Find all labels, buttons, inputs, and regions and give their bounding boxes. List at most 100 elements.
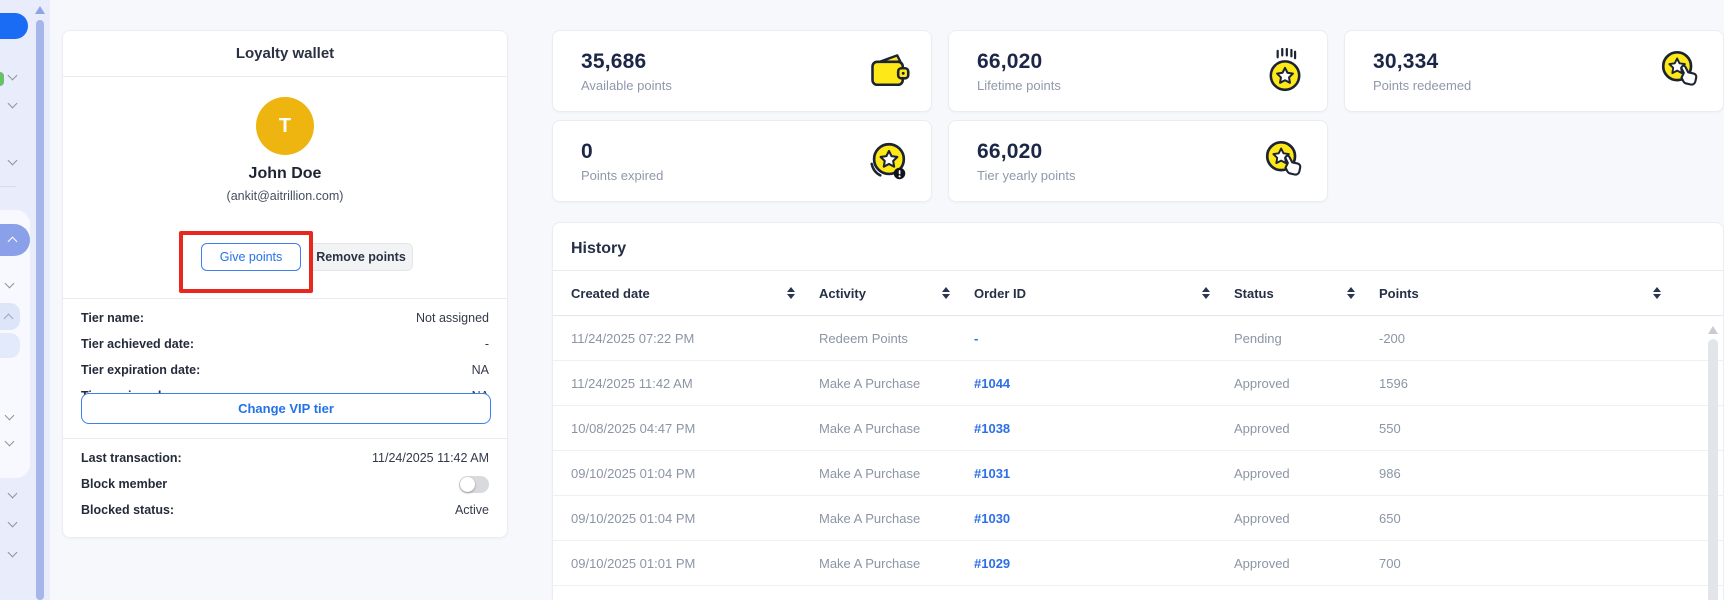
order-id-link[interactable]: #1030 xyxy=(974,510,1011,526)
table-row: 10/08/2025 04:47 PM Make A Purchase #103… xyxy=(553,406,1723,451)
history-title: History xyxy=(553,223,1723,271)
remove-points-button[interactable]: Remove points xyxy=(309,243,413,271)
cell-status: Approved xyxy=(1234,510,1290,526)
stats-grid: 35,686 Available points 66,020 Lifetime … xyxy=(552,30,1724,202)
stat-label: Tier yearly points xyxy=(977,167,1076,183)
sidebar-subitem[interactable] xyxy=(0,303,20,330)
cell-created-date: 11/24/2025 07:22 PM xyxy=(571,330,695,346)
cell-activity: Make A Purchase xyxy=(819,465,921,481)
cell-created-date: 09/10/2025 01:04 PM xyxy=(571,510,696,526)
column-label: Activity xyxy=(819,285,866,301)
give-points-button[interactable]: Give points xyxy=(201,243,301,271)
blocked-status-value: Active xyxy=(454,503,489,517)
table-scrollbar[interactable] xyxy=(1708,326,1718,600)
stat-card-available-points: 35,686 Available points xyxy=(552,30,932,112)
sidebar-subitem[interactable] xyxy=(0,333,20,358)
cell-status: Approved xyxy=(1234,375,1290,391)
customer-email: (ankit@aitrillion.com) xyxy=(226,189,344,203)
stat-value: 66,020 xyxy=(977,139,1043,163)
click-star-coin-icon xyxy=(1261,138,1307,184)
change-vip-tier-button[interactable]: Change VIP tier xyxy=(81,393,491,424)
cell-status: Approved xyxy=(1234,465,1290,481)
table-row: 11/24/2025 11:42 AM Make A Purchase #104… xyxy=(553,361,1723,406)
stat-value: 30,334 xyxy=(1373,49,1439,73)
tier-name-row: Tier name: Not assigned xyxy=(81,305,489,331)
cell-activity: Make A Purchase xyxy=(819,420,921,436)
sidebar-active-item[interactable] xyxy=(0,224,30,256)
sidebar-toggle-pill[interactable] xyxy=(0,13,28,39)
sort-icon[interactable] xyxy=(942,287,950,299)
scrollbar-up-arrow[interactable] xyxy=(1708,326,1718,334)
scrollbar-thumb[interactable] xyxy=(1708,339,1718,600)
chevron-down-icon[interactable] xyxy=(7,547,18,558)
order-id-link[interactable]: #1031 xyxy=(974,465,1011,481)
cell-points: -200 xyxy=(1379,330,1406,346)
expired-star-coin-icon xyxy=(865,138,911,184)
cell-status: Pending xyxy=(1234,330,1282,346)
tier-expiration-value: NA xyxy=(471,363,489,377)
column-header-order-id[interactable]: Order ID xyxy=(974,286,1234,301)
block-member-label: Block member xyxy=(81,477,168,491)
falling-star-coin-icon xyxy=(1263,48,1307,94)
cell-points: 986 xyxy=(1379,465,1401,481)
column-header-activity[interactable]: Activity xyxy=(819,286,974,301)
cell-points: 700 xyxy=(1379,555,1401,571)
member-status-section: Last transaction: 11/24/2025 11:42 AM Bl… xyxy=(63,445,507,523)
cell-status: Approved xyxy=(1234,420,1290,436)
table-row: 09/10/2025 01:01 PM Make A Purchase #102… xyxy=(553,541,1723,586)
stat-label: Lifetime points xyxy=(977,77,1061,93)
order-id-link[interactable]: - xyxy=(974,330,979,346)
sort-icon[interactable] xyxy=(1653,287,1661,299)
column-label: Created date xyxy=(571,285,650,301)
toggle-knob xyxy=(460,476,475,492)
stat-label: Points redeemed xyxy=(1373,77,1472,93)
chevron-up-icon xyxy=(3,313,14,324)
column-header-points[interactable]: Points xyxy=(1379,286,1685,301)
column-label: Points xyxy=(1379,285,1419,301)
column-header-status[interactable]: Status xyxy=(1234,286,1379,301)
column-header-created-date[interactable]: Created date xyxy=(571,286,819,301)
tier-name-label: Tier name: xyxy=(81,311,144,325)
tier-achieved-value: - xyxy=(484,337,489,351)
chevron-up-icon xyxy=(7,236,18,247)
wallet-icon xyxy=(867,49,911,93)
block-member-toggle[interactable] xyxy=(459,475,489,493)
table-row: 09/10/2025 01:04 PM Make A Purchase #103… xyxy=(553,496,1723,541)
last-transaction-value: 11/24/2025 11:42 AM xyxy=(372,451,489,465)
chevron-down-icon[interactable] xyxy=(7,155,18,166)
history-card: History Created date Activity Order ID S… xyxy=(552,222,1724,600)
stat-value: 66,020 xyxy=(977,49,1043,73)
chevron-down-icon[interactable] xyxy=(7,517,18,528)
sidebar-nav xyxy=(0,0,50,600)
cell-points: 1596 xyxy=(1379,375,1408,391)
order-id-link[interactable]: #1044 xyxy=(974,375,1011,391)
sort-icon[interactable] xyxy=(1202,287,1210,299)
cell-activity: Redeem Points xyxy=(819,330,908,346)
customer-name: John Doe xyxy=(248,165,322,182)
tier-expiration-label: Tier expiration date: xyxy=(81,363,201,377)
cell-points: 550 xyxy=(1379,420,1401,436)
avatar: T xyxy=(256,97,314,155)
tier-name-value: Not assigned xyxy=(416,311,489,325)
sidebar-scrollbar[interactable] xyxy=(36,20,44,600)
sort-icon[interactable] xyxy=(787,287,795,299)
column-label: Status xyxy=(1234,285,1274,301)
sort-icon[interactable] xyxy=(1347,287,1355,299)
click-star-coin-icon xyxy=(1657,48,1703,94)
last-transaction-label: Last transaction: xyxy=(81,451,182,465)
block-member-row: Block member xyxy=(81,471,489,497)
sidebar-status-indicator xyxy=(0,72,4,86)
stat-card-points-redeemed: 30,334 Points redeemed xyxy=(1344,30,1724,112)
blocked-status-row: Blocked status: Active xyxy=(81,497,489,523)
scrollbar-up-arrow[interactable] xyxy=(35,6,45,14)
chevron-down-icon[interactable] xyxy=(7,98,18,109)
stat-value: 35,686 xyxy=(581,49,647,73)
stat-card-points-expired: 0 Points expired xyxy=(552,120,932,202)
chevron-down-icon[interactable] xyxy=(7,70,18,81)
chevron-down-icon[interactable] xyxy=(7,488,18,499)
cell-created-date: 09/10/2025 01:01 PM xyxy=(571,555,696,571)
stats-empty-slot xyxy=(1344,120,1724,202)
order-id-link[interactable]: #1038 xyxy=(974,420,1011,436)
order-id-link[interactable]: #1029 xyxy=(974,555,1011,571)
tier-achieved-label: Tier achieved date: xyxy=(81,337,195,351)
